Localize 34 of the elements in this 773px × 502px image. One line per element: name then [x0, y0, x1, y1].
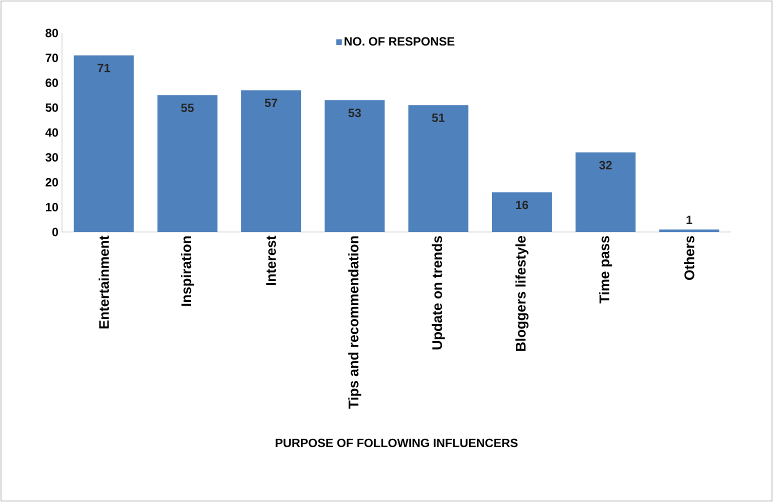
y-tick-label: 80 — [46, 28, 58, 38]
x-tick-label: Bloggers lifestyle — [515, 236, 528, 351]
y-tick-label: 50 — [46, 103, 58, 112]
data-label: 57 — [264, 98, 278, 108]
x-tick-label: Interest — [266, 236, 276, 285]
legend-label: NO. OF RESPONSE — [344, 37, 454, 46]
y-tick-label: 70 — [46, 54, 58, 62]
y-tick-label: 20 — [46, 178, 58, 186]
data-label: 53 — [348, 108, 361, 118]
y-tick-label: 40 — [45, 128, 58, 137]
data-label: 55 — [181, 104, 194, 112]
data-label: 16 — [516, 200, 528, 210]
x-tick-label: Others — [684, 236, 694, 280]
bar — [492, 192, 552, 232]
y-tick-label: 0 — [52, 228, 58, 236]
bar — [324, 100, 385, 232]
data-label: 71 — [98, 64, 110, 72]
y-tick-label: 10 — [46, 202, 58, 212]
bar — [157, 95, 218, 232]
x-tick-label: Tips and recommendation — [348, 236, 362, 409]
x-axis-title: PURPOSE OF FOLLOWING INFLUENCERS — [276, 438, 518, 448]
x-tick-label: Entertainment — [98, 236, 109, 328]
bar — [74, 55, 134, 232]
y-tick-label: 30 — [45, 153, 58, 162]
data-label: 32 — [599, 160, 612, 170]
bar — [241, 90, 302, 232]
bar — [408, 105, 468, 232]
bar — [576, 152, 636, 232]
data-label: 51 — [432, 114, 445, 122]
y-tick-label: 60 — [46, 78, 58, 87]
data-label: 1 — [686, 216, 692, 224]
x-tick-label: Time pass — [599, 236, 612, 304]
x-tick-label: Inspiration — [180, 236, 194, 306]
x-tick-label: Update on trends — [432, 236, 445, 350]
